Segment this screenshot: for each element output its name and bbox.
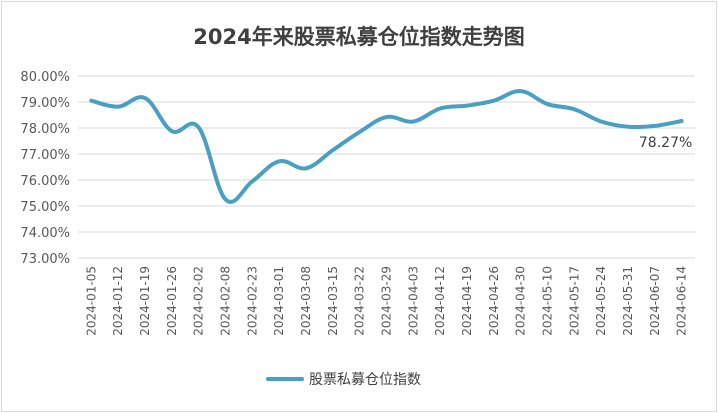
x-tick-label: 2024-05-10: [540, 266, 554, 336]
y-tick-label: 78.00%: [20, 122, 70, 137]
x-tick-label: 2024-03-15: [326, 266, 340, 336]
x-tick-label: 2024-01-12: [111, 266, 125, 336]
y-tick-label: 77.00%: [20, 148, 70, 163]
series-group: [89, 89, 684, 204]
x-tick-label: 2024-05-31: [621, 266, 635, 336]
x-tick-label: 2024-04-26: [487, 266, 501, 336]
x-tick-label: 2024-04-19: [460, 266, 474, 336]
y-tick-label: 74.00%: [20, 226, 70, 241]
data-label-last: 78.27%: [639, 135, 692, 151]
x-tick-label: 2024-01-19: [138, 266, 152, 336]
x-tick-label: 2024-03-29: [380, 266, 394, 336]
x-tick-label: 2024-02-23: [245, 266, 259, 336]
x-tick-label: 2024-02-02: [192, 266, 206, 336]
x-tick-label: 2024-03-22: [353, 266, 367, 336]
legend-label: 股票私募仓位指数: [309, 372, 421, 388]
y-tick-label: 76.00%: [20, 174, 70, 189]
x-tick-label: 2024-04-30: [514, 266, 528, 336]
x-tick-label: 2024-05-24: [594, 266, 608, 336]
x-tick-label: 2024-01-26: [165, 266, 179, 336]
y-tick-label: 80.00%: [20, 70, 70, 85]
y-axis-ticks: 73.00% 74.00% 75.00% 76.00% 77.00% 78.00% 79.0…: [20, 70, 70, 267]
gridlines: [78, 75, 695, 259]
x-axis-ticks: 2024-01-05 2024-01-12 2024-01-19 2024-01-26…: [84, 266, 688, 336]
y-tick-label: 75.00%: [20, 200, 70, 215]
x-tick-label: 2024-05-17: [567, 266, 581, 336]
x-tick-label: 2024-06-14: [675, 266, 689, 336]
x-tick-label: 2024-06-07: [648, 266, 662, 336]
x-tick-label: 2024-03-01: [272, 266, 286, 336]
y-tick-label: 79.00%: [20, 96, 70, 111]
x-tick-label: 2024-02-08: [219, 266, 233, 336]
y-tick-label: 73.00%: [20, 252, 70, 267]
x-tick-label: 2024-04-03: [406, 266, 420, 336]
chart-title: 2024年来股票私募仓位指数走势图: [193, 25, 524, 49]
legend: 股票私募仓位指数: [266, 372, 421, 388]
x-tick-label: 2024-04-12: [433, 266, 447, 336]
x-tick-label: 2024-03-08: [299, 266, 313, 336]
x-tick-label: 2024-01-05: [84, 266, 98, 336]
series-line: [89, 89, 684, 204]
